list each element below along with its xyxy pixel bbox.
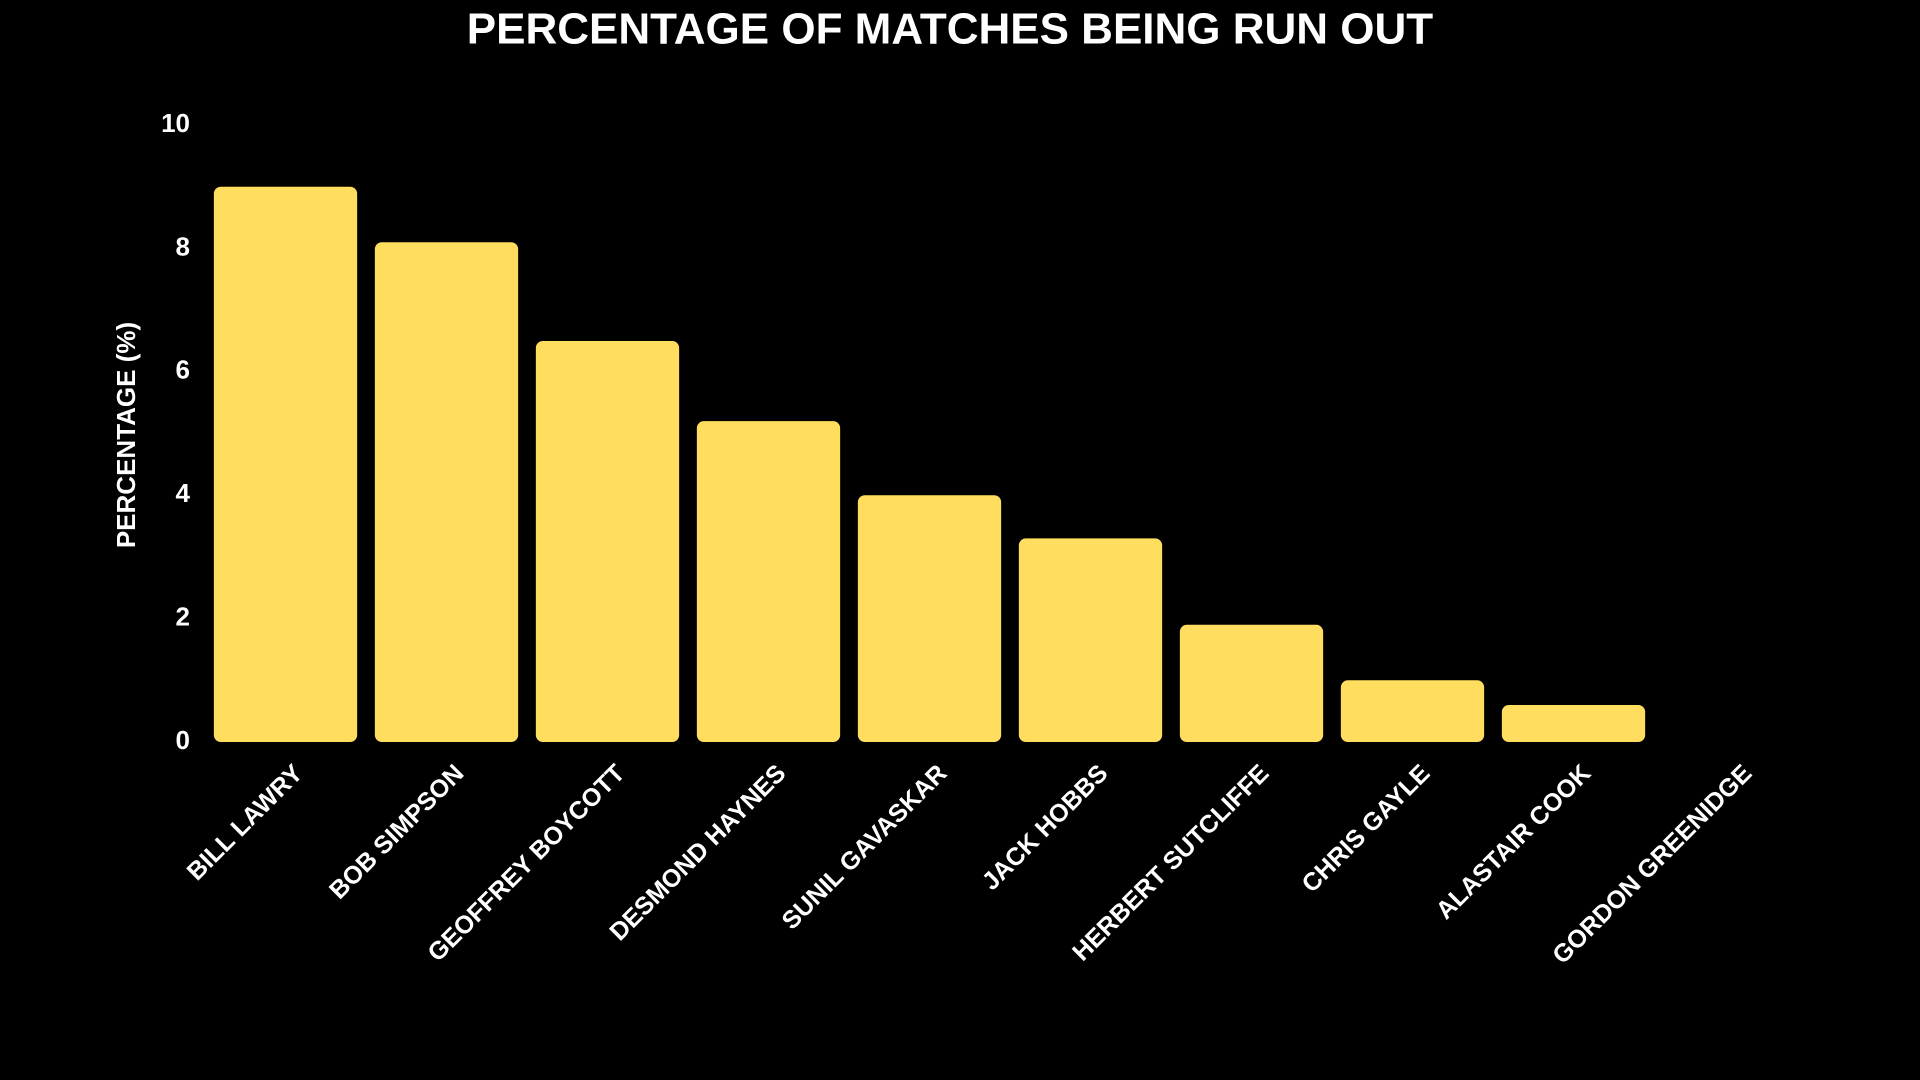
y-tick-label: 10 [161, 108, 190, 138]
y-axis-title: PERCENTAGE (%) [111, 322, 141, 548]
x-tick-label: CHRIS GAYLE [1296, 759, 1435, 898]
x-tick-label: DESMOND HAYNES [604, 759, 791, 946]
bar [1179, 624, 1324, 742]
x-tick-label: SUNIL GAVASKAR [776, 759, 952, 935]
bar [1340, 680, 1485, 742]
y-tick-label: 0 [176, 725, 190, 755]
bar [213, 186, 358, 742]
y-tick-label: 2 [176, 601, 190, 631]
y-tick-label: 6 [176, 355, 190, 385]
y-tick-label: 4 [176, 478, 191, 508]
chart-title: PERCENTAGE OF MATCHES BEING RUN OUT [467, 5, 1434, 54]
x-tick-label: BOB SIMPSON [324, 759, 470, 905]
bar [696, 421, 841, 742]
x-tick-label: BILL LAWRY [182, 759, 309, 886]
x-tick-label: ALASTAIR COOK [1431, 759, 1597, 925]
bar [1018, 538, 1163, 742]
bar [857, 495, 1002, 742]
bar [535, 340, 680, 742]
y-tick-label: 8 [176, 231, 190, 261]
x-tick-label: JACK HOBBS [977, 759, 1114, 896]
bar [374, 242, 519, 743]
bar [1501, 704, 1646, 742]
